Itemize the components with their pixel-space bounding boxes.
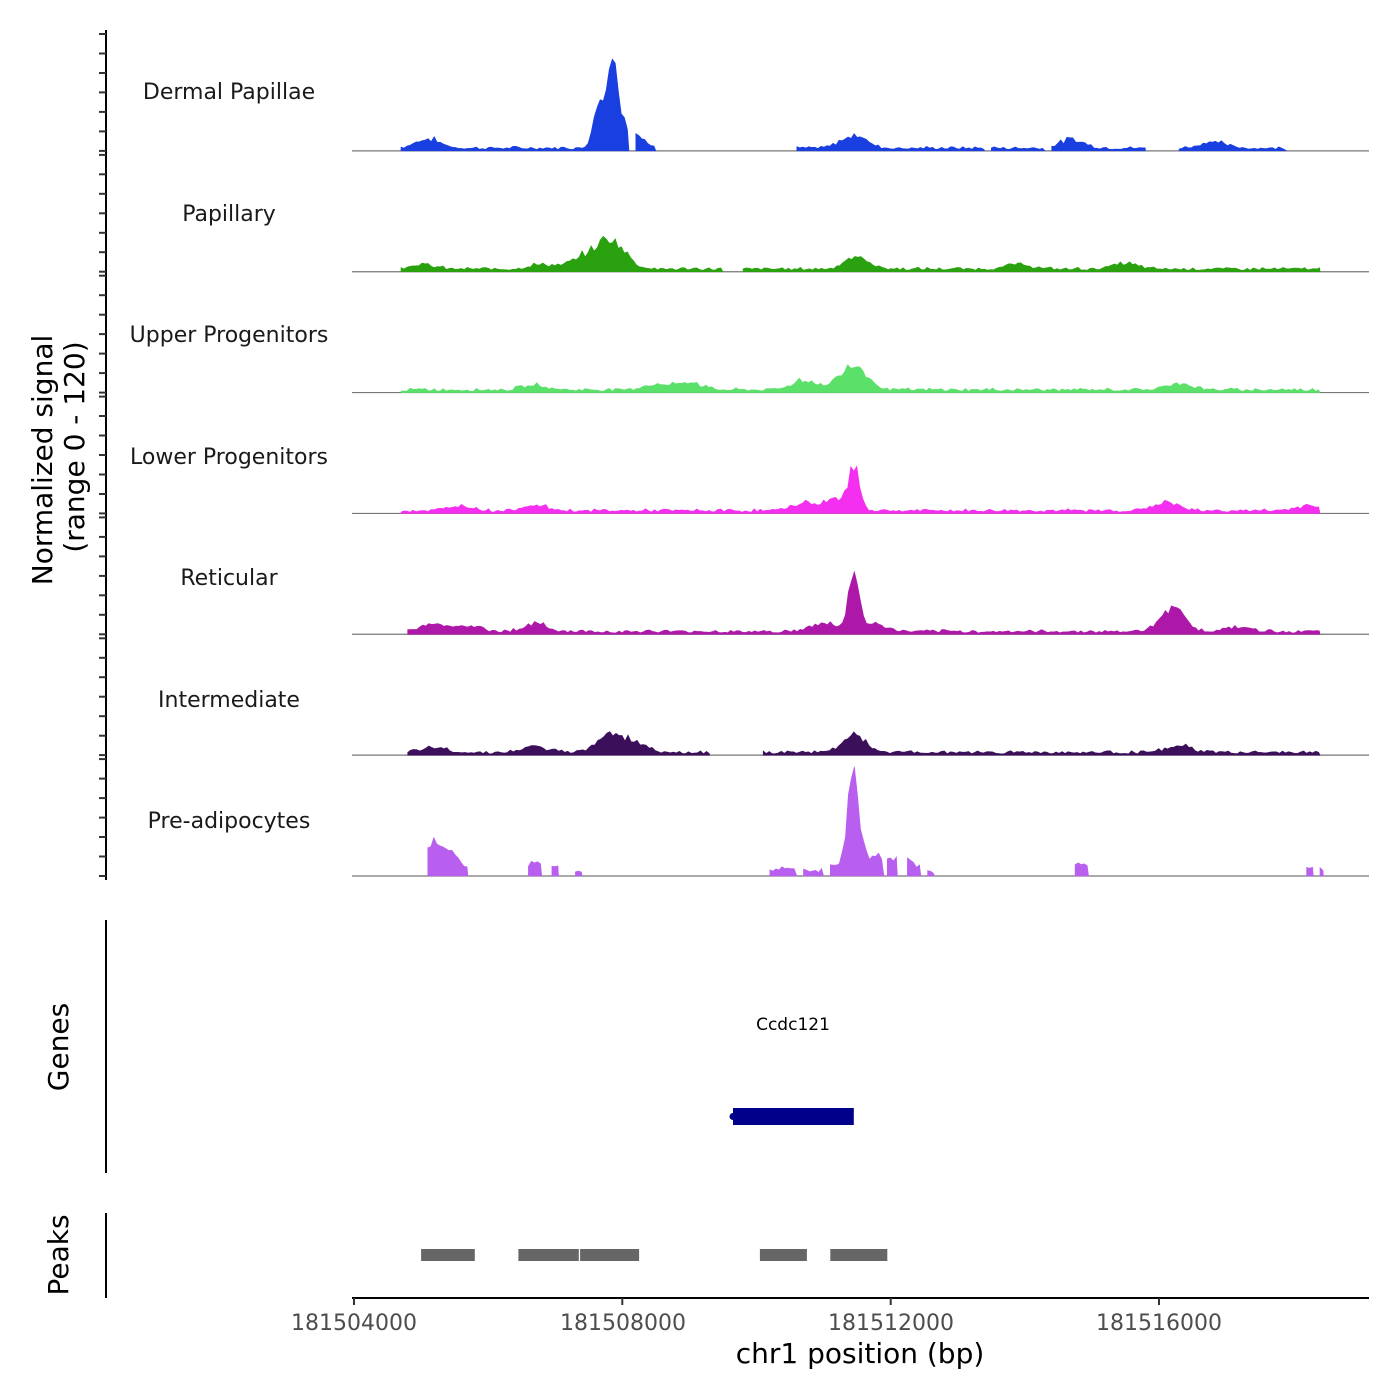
signal-segment	[400, 235, 724, 273]
signal-segment	[1319, 866, 1324, 877]
signal-segment	[575, 870, 583, 877]
peaks-panel-title: Peaks	[42, 1214, 75, 1295]
signal-area-1	[400, 58, 1288, 152]
signal-segment	[1051, 136, 1146, 152]
signal-segment	[528, 860, 543, 877]
x-tick-label: 181508000	[560, 1311, 686, 1336]
signal-tracks	[352, 58, 1369, 877]
signal-segment	[400, 58, 630, 152]
x-tick-label: 181512000	[828, 1311, 954, 1336]
genes-track: Ccdc121	[729, 1015, 854, 1125]
gene-body	[733, 1108, 854, 1125]
signal-segment	[991, 146, 1046, 152]
signal-segment	[762, 731, 1321, 756]
signal-segment	[400, 465, 1321, 514]
gene-label: Ccdc121	[756, 1015, 830, 1035]
track-label: Pre-adipocytes	[148, 809, 311, 834]
x-axis-ticks	[353, 1298, 1160, 1305]
peak-region	[518, 1249, 579, 1261]
y-axis-title-line2: (range 0 - 120)	[58, 341, 91, 552]
peak-region	[580, 1249, 640, 1261]
signal-segment	[400, 364, 1321, 393]
signal-y-axis-ticks	[99, 33, 106, 877]
signal-segment	[796, 133, 986, 152]
signal-area-2	[400, 235, 1321, 273]
track-label: Lower Progenitors	[130, 445, 328, 470]
signal-segment	[887, 856, 898, 877]
x-tick-label: 181516000	[1096, 1311, 1222, 1336]
track-label: Upper Progenitors	[130, 323, 329, 348]
track-label: Reticular	[180, 566, 278, 591]
peak-region	[759, 1249, 807, 1261]
gene-start-marker	[729, 1113, 737, 1120]
signal-segment	[830, 766, 885, 877]
track-label: Dermal Papillae	[143, 80, 315, 105]
signal-area-6	[407, 731, 1321, 756]
peaks-track	[421, 1249, 888, 1261]
signal-segment	[927, 870, 935, 877]
signal-area-4	[400, 465, 1321, 514]
track-label: Intermediate	[158, 688, 300, 713]
signal-segment	[769, 866, 798, 877]
signal-area-5	[407, 570, 1321, 635]
x-tick-label: 181504000	[291, 1311, 417, 1336]
x-axis-title: chr1 position (bp)	[736, 1337, 985, 1370]
signal-segment	[551, 865, 559, 877]
signal-segment	[427, 836, 469, 877]
peak-region	[830, 1249, 888, 1261]
signal-area-3	[400, 364, 1321, 393]
y-axis-title: Normalized signal (range 0 - 120)	[26, 335, 91, 586]
signal-segment	[803, 867, 824, 877]
signal-segment	[742, 256, 1321, 273]
signal-segment	[407, 570, 1321, 635]
signal-segment	[1178, 140, 1288, 152]
signal-area-7	[427, 766, 1324, 877]
signal-segment	[635, 132, 657, 152]
signal-segment	[407, 731, 710, 756]
track-label: Papillary	[182, 202, 276, 227]
track-labels: Dermal Papillae Papillary Upper Progenit…	[130, 80, 329, 834]
genes-panel-title: Genes	[42, 1003, 75, 1091]
signal-segment	[1306, 866, 1314, 877]
y-axis-title-line1: Normalized signal	[26, 335, 59, 586]
signal-segment	[1074, 862, 1089, 877]
peak-region	[421, 1249, 475, 1261]
signal-segment	[907, 857, 922, 877]
